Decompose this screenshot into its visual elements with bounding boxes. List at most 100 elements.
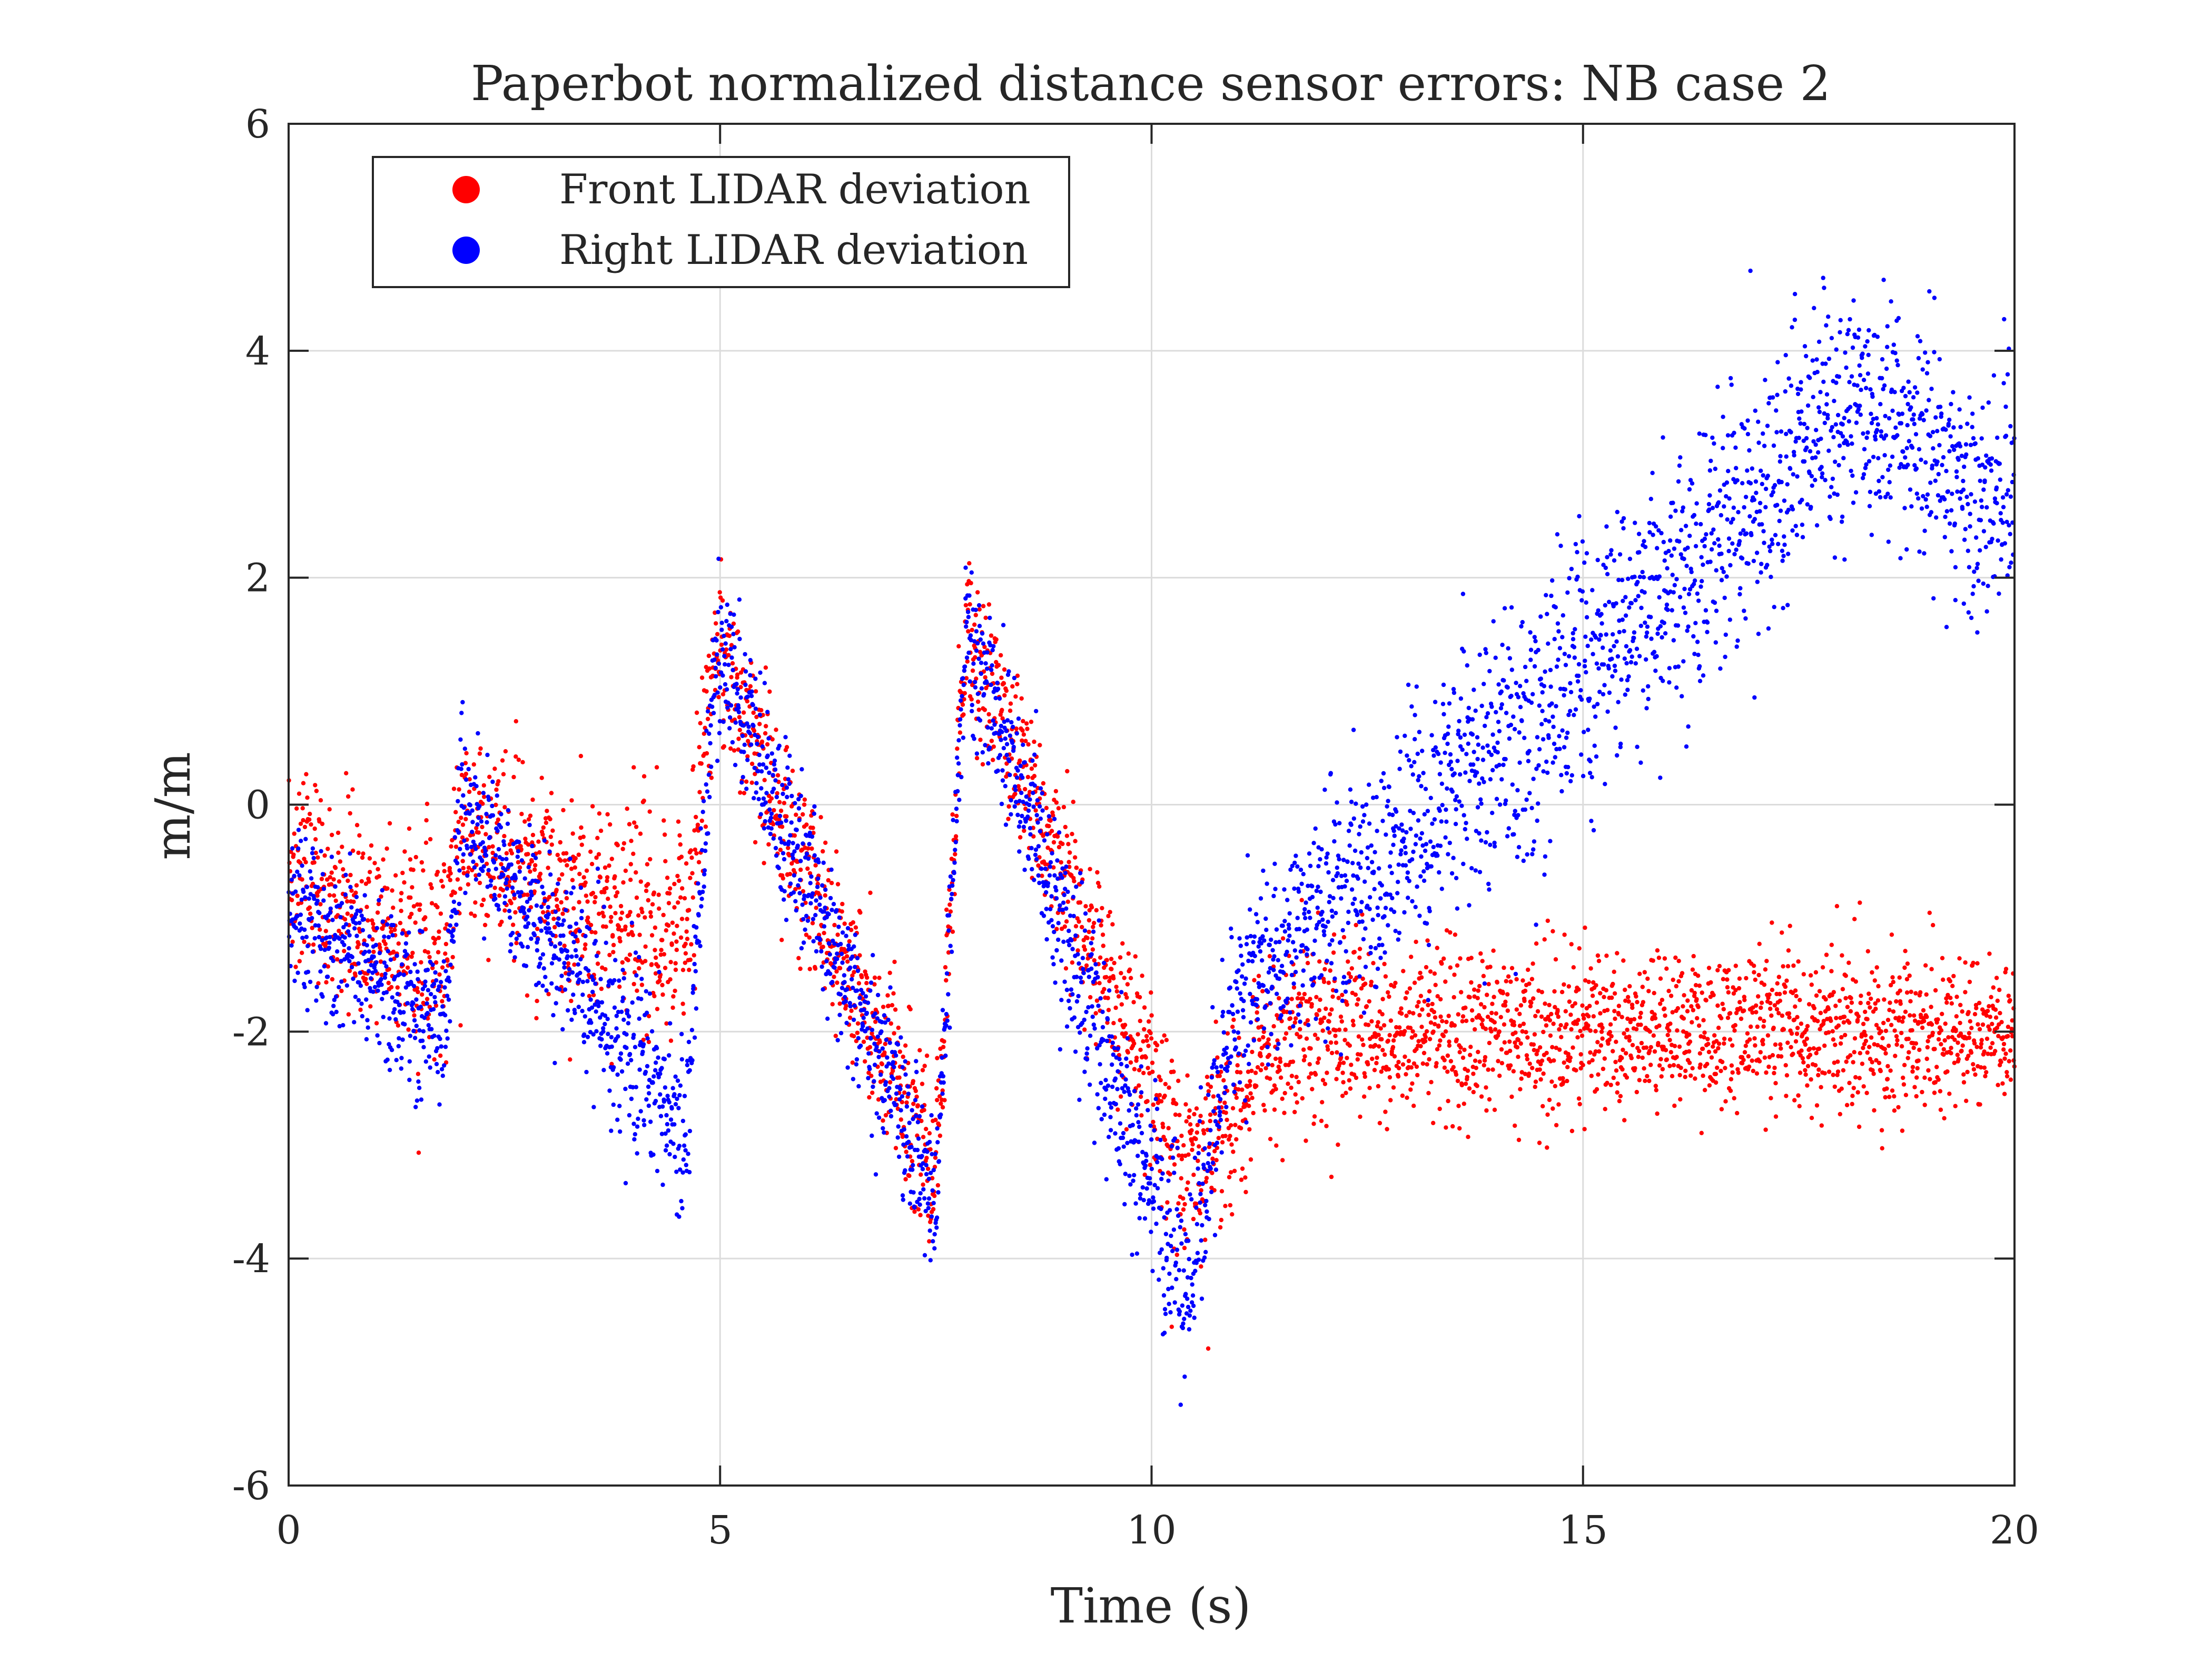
data-point	[665, 1122, 669, 1126]
data-point	[1489, 1011, 1494, 1015]
data-point	[1267, 1053, 1271, 1057]
data-point	[1167, 1086, 1171, 1090]
data-point	[1046, 824, 1051, 828]
data-point	[1041, 781, 1045, 785]
data-point	[1764, 1070, 1768, 1075]
data-point	[1185, 1074, 1189, 1078]
data-point	[557, 957, 561, 961]
data-point	[1344, 1091, 1348, 1095]
data-point	[805, 867, 809, 871]
data-point	[1773, 1043, 1777, 1047]
data-point	[1119, 971, 1123, 975]
data-point	[1151, 1103, 1156, 1107]
data-point	[377, 874, 381, 878]
data-point	[634, 1085, 638, 1089]
data-point	[632, 982, 636, 986]
data-point	[1653, 1016, 1657, 1020]
data-point	[1663, 956, 1667, 960]
data-point	[1780, 1014, 1784, 1018]
data-point	[1167, 1126, 1171, 1130]
data-point	[1322, 980, 1326, 984]
data-point	[523, 837, 527, 841]
data-point	[614, 1026, 618, 1030]
data-point	[609, 915, 613, 919]
data-point	[1470, 1008, 1474, 1012]
data-point	[1772, 1026, 1776, 1030]
data-point	[1319, 1119, 1324, 1123]
data-point	[1592, 1014, 1596, 1018]
data-point	[448, 923, 452, 928]
data-point	[456, 799, 460, 803]
data-point	[376, 867, 380, 871]
data-point	[970, 628, 974, 632]
data-point	[416, 990, 420, 994]
data-point	[1443, 1058, 1447, 1062]
data-point	[1564, 1022, 1568, 1027]
data-point	[1644, 1046, 1648, 1050]
data-point	[972, 623, 976, 627]
data-point	[1942, 1116, 1946, 1120]
data-point	[683, 1094, 687, 1098]
data-point	[1277, 996, 1281, 1000]
data-point	[1700, 990, 1704, 995]
data-point	[1565, 1079, 1569, 1083]
data-point	[1716, 1026, 1721, 1030]
data-point	[1173, 1113, 1178, 1117]
data-point	[1609, 1083, 1613, 1087]
data-point	[582, 1032, 586, 1037]
data-point	[1220, 1140, 1224, 1144]
data-point	[1024, 721, 1029, 725]
data-point	[449, 844, 453, 849]
data-point	[1658, 1001, 1662, 1006]
data-point	[1795, 1031, 1799, 1036]
data-point	[2003, 1051, 2008, 1056]
data-point	[1493, 1108, 1497, 1112]
data-point	[522, 911, 526, 915]
data-point	[694, 925, 698, 929]
data-point	[1342, 935, 1346, 939]
data-point	[1322, 1016, 1326, 1020]
data-point	[814, 906, 818, 910]
data-point	[931, 1207, 935, 1211]
data-point	[620, 968, 625, 972]
data-point	[1726, 968, 1731, 972]
data-point	[461, 859, 465, 863]
data-point	[1863, 1033, 1868, 1037]
data-point	[526, 852, 530, 856]
data-point	[629, 862, 633, 866]
data-point	[821, 945, 825, 949]
data-point	[702, 872, 706, 876]
data-point	[674, 1102, 678, 1106]
data-point	[1581, 1063, 1585, 1067]
data-point	[802, 802, 806, 807]
data-point	[437, 985, 441, 989]
data-point	[1799, 1021, 1803, 1026]
data-point	[769, 796, 774, 801]
data-point	[935, 1098, 939, 1102]
data-point	[643, 959, 647, 963]
data-point	[390, 1048, 394, 1052]
data-point	[1691, 968, 1695, 972]
data-point	[1880, 1146, 1884, 1150]
data-point	[573, 866, 577, 870]
data-point	[468, 803, 472, 807]
data-point	[1329, 1007, 1334, 1011]
data-point	[374, 943, 378, 947]
data-point	[309, 822, 313, 827]
data-point	[759, 708, 763, 712]
data-point	[843, 921, 847, 926]
data-point	[635, 1151, 639, 1155]
data-point	[1815, 1103, 1819, 1107]
data-point	[646, 898, 650, 902]
data-point	[1599, 1029, 1604, 1034]
data-point	[1723, 1099, 1727, 1104]
data-point	[371, 989, 375, 994]
data-point	[1914, 1075, 1919, 1079]
data-point	[1803, 1068, 1807, 1073]
data-point	[1378, 1121, 1382, 1125]
data-point	[695, 711, 699, 715]
data-point	[407, 827, 411, 831]
data-point	[1544, 1023, 1548, 1027]
data-point	[1739, 1017, 1743, 1021]
data-point	[301, 890, 305, 894]
